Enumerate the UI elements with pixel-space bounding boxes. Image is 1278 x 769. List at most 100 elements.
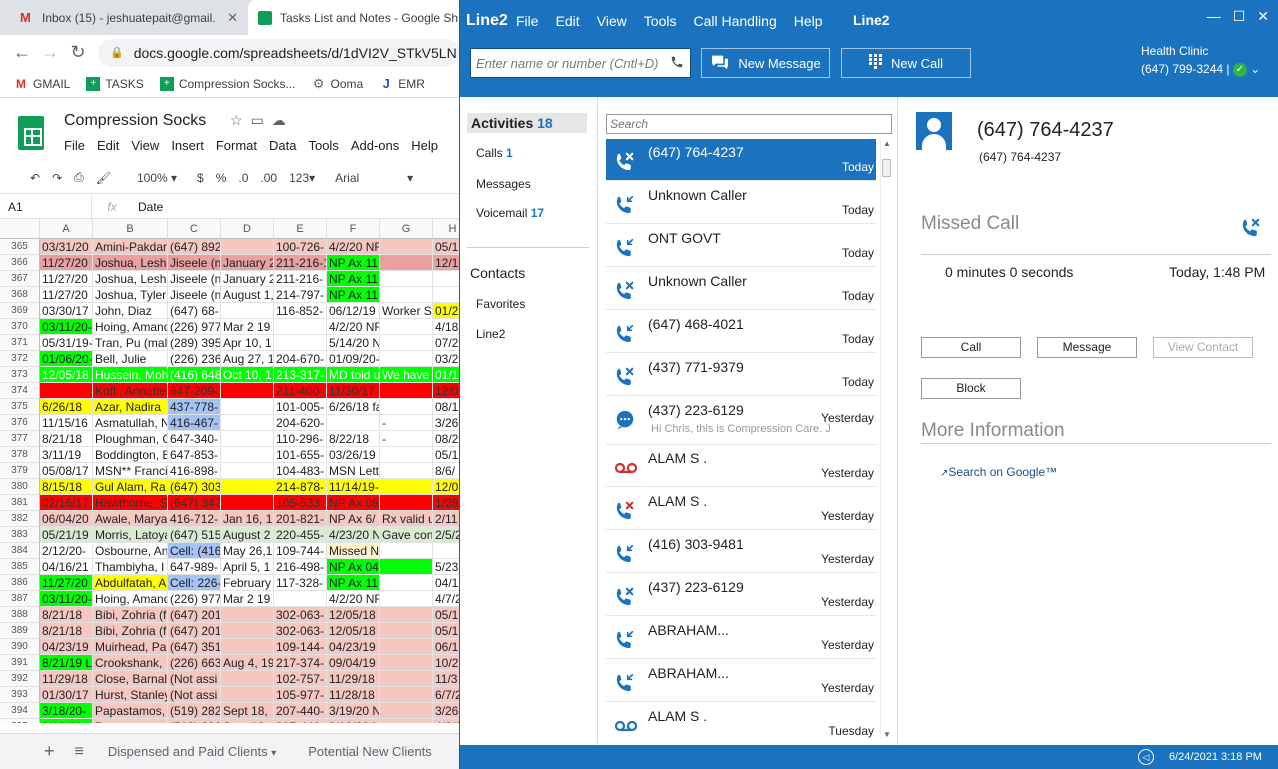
tab-tasks[interactable]: Tasks List and Notes - Google Sh: [248, 0, 460, 35]
sheet-cell[interactable]: [380, 543, 433, 559]
sheet-cell[interactable]: [380, 319, 433, 335]
menu-edit[interactable]: Edit: [96, 138, 120, 153]
sheet-cell[interactable]: 8/21/19 L: [40, 655, 93, 671]
sheet-cell[interactable]: 6/7/2: [433, 687, 460, 703]
sheet-cell[interactable]: Sept 18,: [221, 703, 274, 719]
sheet-cell[interactable]: (Not assi: [168, 687, 221, 703]
row-header[interactable]: 376: [0, 415, 40, 431]
block-button[interactable]: Block: [921, 378, 1021, 399]
sheet-cell[interactable]: 4/23/20 N: [327, 527, 380, 543]
sheet-cell[interactable]: [274, 319, 327, 335]
activity-item[interactable]: (437) 223-6129 Yesterday Hi Chris, this is…: [606, 397, 876, 445]
row-header[interactable]: 389: [0, 623, 40, 639]
paint-format-icon[interactable]: 🖌: [95, 170, 111, 185]
sheet-cell[interactable]: 647-853-: [168, 447, 221, 463]
sheet-cell[interactable]: [433, 543, 460, 559]
sheet-cell[interactable]: Muirhead, Pa: [93, 639, 168, 655]
sheet-cell[interactable]: NP Ax 08: [327, 495, 380, 511]
sheet-cell[interactable]: 6/26/18 fa: [327, 399, 380, 415]
sheet-cell[interactable]: [221, 415, 274, 431]
sheet-cell[interactable]: Mar 2 19: [221, 591, 274, 607]
sheet-cell[interactable]: 8/21/18: [40, 607, 93, 623]
sheet-cell[interactable]: [380, 495, 433, 511]
sheet-cell[interactable]: 12/0: [433, 479, 460, 495]
sheet-cell[interactable]: [380, 671, 433, 687]
sheet-cell[interactable]: 647-209-: [168, 383, 221, 399]
sheet-cell[interactable]: MSN** Franci: [93, 463, 168, 479]
menu-tools[interactable]: Tools: [308, 138, 339, 153]
sheet-cell[interactable]: 117-328-: [274, 575, 327, 591]
sheet-cell[interactable]: [327, 415, 380, 431]
view-contact-button[interactable]: View Contact: [1153, 337, 1253, 358]
sheet-cell[interactable]: [380, 559, 433, 575]
sheet-cell[interactable]: [380, 287, 433, 303]
sheet-cell[interactable]: 211-216-1: [274, 255, 327, 271]
sheet-cell[interactable]: [380, 255, 433, 271]
sheet-cell[interactable]: Asmatullah, N: [93, 415, 168, 431]
sheet-cell[interactable]: 11/28/18: [327, 687, 380, 703]
sheet-cell[interactable]: 04/23/19: [327, 639, 380, 655]
menu-insert[interactable]: Insert: [171, 138, 204, 153]
sheet-cell[interactable]: Hussein, Moh: [93, 367, 168, 383]
sheet-cell[interactable]: 204-620-: [274, 415, 327, 431]
column-header-b[interactable]: B: [93, 219, 168, 239]
add-sheet-button[interactable]: +: [44, 741, 55, 761]
sheet-cell[interactable]: 04/16/21: [40, 559, 93, 575]
sheet-cell[interactable]: [221, 479, 274, 495]
sheet-cell[interactable]: 05/1: [433, 239, 460, 255]
decrease-decimal-button[interactable]: .0: [238, 170, 249, 185]
sheet-cell[interactable]: 11/29/18: [327, 671, 380, 687]
sheet-cell[interactable]: 3/18/20-: [40, 719, 93, 723]
sheet-cell[interactable]: NP Ax 04/16/21: [327, 559, 380, 575]
sheet-cell[interactable]: 11/27/20: [40, 255, 93, 271]
sheet-cell[interactable]: [380, 639, 433, 655]
undo-icon[interactable]: ↶: [30, 170, 41, 185]
menu-view[interactable]: View: [596, 13, 627, 29]
sheet-cell[interactable]: [380, 719, 433, 723]
sheet-cell[interactable]: Abdulfatah, A: [93, 575, 168, 591]
sheet-cell[interactable]: 08/1: [433, 399, 460, 415]
sheet-cell[interactable]: Osbourne, An: [93, 543, 168, 559]
sheet-cell[interactable]: Joshua, Tyler: [93, 287, 168, 303]
sheet-cell[interactable]: [380, 399, 433, 415]
sheet-cell[interactable]: Awale, Marya: [93, 511, 168, 527]
sheet-cell[interactable]: Cell: 226-: [168, 575, 221, 591]
sheet-cell[interactable]: Apr 10, 1: [221, 335, 274, 351]
new-call-button[interactable]: New Call: [841, 48, 971, 78]
sheet-cell[interactable]: January 2: [221, 271, 274, 287]
sheet-cell[interactable]: Aug 4, 19: [221, 655, 274, 671]
sheet-cell[interactable]: 8/21/18: [40, 431, 93, 447]
sheet-cell[interactable]: (647) 201: [168, 607, 221, 623]
sheet-cell[interactable]: 1/28: [433, 495, 460, 511]
sheet-cell[interactable]: Joshua, Lesh: [93, 255, 168, 271]
sheet-cell[interactable]: 06/04/20: [40, 511, 93, 527]
sheet-cell[interactable]: [380, 687, 433, 703]
row-header[interactable]: 380: [0, 479, 40, 495]
sheet-cell[interactable]: [380, 383, 433, 399]
menu-view[interactable]: View: [131, 138, 160, 153]
sheet-cell[interactable]: 3/19/20 N: [327, 703, 380, 719]
sheet-cell[interactable]: Morris, Latoya: [93, 527, 168, 543]
sheet-cell[interactable]: 12/1: [433, 255, 460, 271]
sheet-cell[interactable]: 12/0: [433, 383, 460, 399]
sheet-cell[interactable]: (226) 663: [168, 655, 221, 671]
nav-activities[interactable]: Activities 18: [467, 113, 587, 133]
sheet-cell[interactable]: 302-063-: [274, 607, 327, 623]
sheet-cell[interactable]: January 2: [221, 255, 274, 271]
column-header-e[interactable]: E: [274, 219, 327, 239]
sheet-cell[interactable]: 109-744-: [274, 543, 327, 559]
sheet-cell[interactable]: 5/23: [433, 559, 460, 575]
sheet-cell[interactable]: Bell, Julie: [93, 351, 168, 367]
sheet-cell[interactable]: NP Ax 11: [327, 287, 380, 303]
currency-button[interactable]: $: [197, 170, 204, 185]
sheet-cell[interactable]: Aug 27, 1: [221, 351, 274, 367]
scroll-down-icon[interactable]: ▼: [883, 730, 891, 739]
formula-input[interactable]: Date: [138, 199, 164, 214]
row-header[interactable]: 371: [0, 335, 40, 351]
menu-data[interactable]: Data: [269, 138, 297, 153]
sheet-cell[interactable]: 416-467-: [168, 415, 221, 431]
sheet-cell[interactable]: February: [221, 575, 274, 591]
row-header[interactable]: 368: [0, 287, 40, 303]
redo-icon[interactable]: ↷: [52, 170, 63, 185]
row-header[interactable]: 383: [0, 527, 40, 543]
